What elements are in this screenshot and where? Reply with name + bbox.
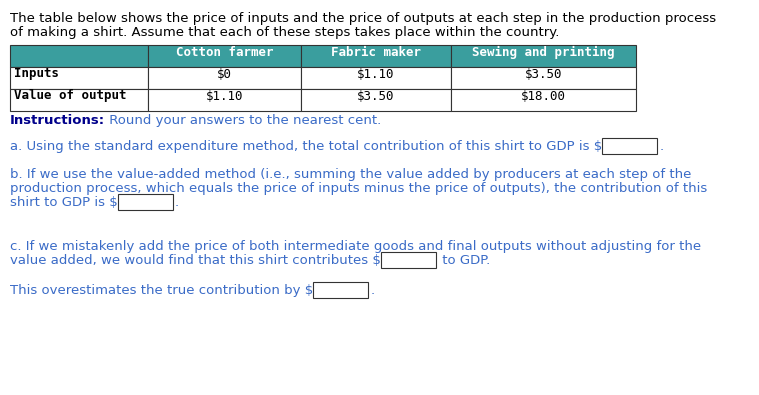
- Bar: [118, 194, 173, 210]
- Bar: [10, 67, 148, 89]
- Text: Value of output: Value of output: [14, 90, 127, 102]
- Bar: [148, 67, 301, 89]
- Text: .: .: [660, 140, 663, 153]
- Text: $18.00: $18.00: [521, 90, 566, 102]
- Text: Cotton farmer: Cotton farmer: [176, 45, 273, 58]
- Text: b. If we use the value-added method (i.e., summing the value added by producers : b. If we use the value-added method (i.e…: [10, 168, 691, 181]
- Text: c. If we mistakenly add the price of both intermediate goods and final outputs w: c. If we mistakenly add the price of bot…: [10, 240, 701, 253]
- Bar: [148, 89, 301, 111]
- Text: .: .: [370, 284, 374, 297]
- Text: $3.50: $3.50: [357, 90, 395, 102]
- Bar: [301, 45, 451, 67]
- Bar: [381, 252, 436, 268]
- Bar: [602, 138, 657, 154]
- Bar: [301, 89, 451, 111]
- Text: Inputs: Inputs: [14, 68, 59, 81]
- Text: value added, we would find that this shirt contributes $: value added, we would find that this shi…: [10, 254, 381, 267]
- Text: Sewing and printing: Sewing and printing: [472, 45, 615, 58]
- Bar: [10, 89, 148, 111]
- Bar: [301, 67, 451, 89]
- Text: Fabric maker: Fabric maker: [331, 45, 421, 58]
- Text: This overestimates the true contribution by $: This overestimates the true contribution…: [10, 284, 313, 297]
- Text: Round your answers to the nearest cent.: Round your answers to the nearest cent.: [106, 114, 381, 127]
- Text: shirt to GDP is $: shirt to GDP is $: [10, 196, 118, 209]
- Text: $0: $0: [217, 68, 232, 81]
- Bar: [313, 282, 368, 298]
- Text: of making a shirt. Assume that each of these steps takes place within the countr: of making a shirt. Assume that each of t…: [10, 26, 559, 39]
- Bar: [451, 45, 636, 67]
- Bar: [451, 67, 636, 89]
- Bar: [451, 89, 636, 111]
- Text: $1.10: $1.10: [206, 90, 243, 102]
- Text: $3.50: $3.50: [524, 68, 562, 81]
- Bar: [10, 45, 148, 67]
- Bar: [148, 45, 301, 67]
- Text: a. Using the standard expenditure method, the total contribution of this shirt t: a. Using the standard expenditure method…: [10, 140, 602, 153]
- Text: to GDP.: to GDP.: [438, 254, 490, 267]
- Text: production process, which equals the price of inputs minus the price of outputs): production process, which equals the pri…: [10, 182, 707, 195]
- Text: .: .: [175, 196, 179, 209]
- Text: $1.10: $1.10: [357, 68, 395, 81]
- Text: Instructions:: Instructions:: [10, 114, 106, 127]
- Text: The table below shows the price of inputs and the price of outputs at each step : The table below shows the price of input…: [10, 12, 716, 25]
